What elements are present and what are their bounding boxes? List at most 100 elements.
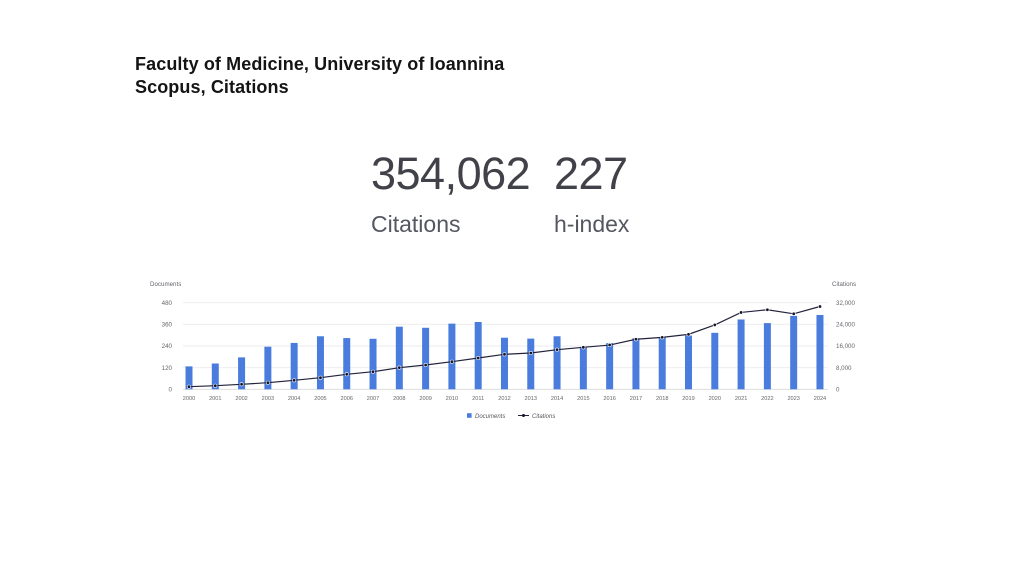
x-axis-tick: 2000 xyxy=(183,396,195,402)
document-bar xyxy=(422,327,430,390)
document-bar xyxy=(737,319,745,390)
right-axis-tick: 32,000 xyxy=(836,300,855,307)
document-bar xyxy=(264,346,272,390)
citations-point xyxy=(712,322,717,327)
x-axis-tick: 2011 xyxy=(472,396,484,402)
document-bar xyxy=(790,315,798,390)
document-bar xyxy=(527,338,535,390)
x-axis-tick: 2008 xyxy=(393,396,405,402)
x-axis-tick: 2015 xyxy=(577,396,589,402)
citations-point xyxy=(660,335,665,340)
document-bar xyxy=(395,326,403,390)
legend-documents-swatch xyxy=(467,413,472,418)
right-axis-tick: 8,000 xyxy=(836,365,852,372)
citations-point xyxy=(371,369,376,374)
document-bar xyxy=(685,335,693,390)
document-bar xyxy=(316,336,324,390)
x-axis-tick: 2002 xyxy=(235,396,247,402)
x-axis-tick: 2001 xyxy=(209,396,221,402)
left-axis-tick: 360 xyxy=(162,322,173,329)
citations-point xyxy=(344,372,349,377)
document-bar xyxy=(606,343,614,390)
x-axis-tick: 2018 xyxy=(656,396,668,402)
document-bar xyxy=(343,338,351,390)
right-axis-title: Citations xyxy=(832,281,856,288)
document-bar xyxy=(579,346,587,390)
document-bar xyxy=(448,323,456,390)
citations-point xyxy=(581,345,586,350)
x-axis-tick: 2003 xyxy=(262,396,274,402)
document-bar xyxy=(500,337,508,390)
legend-documents-label: Documents xyxy=(475,414,505,420)
citations-metric: 354,062 Citations xyxy=(371,150,531,238)
left-axis-tick: 240 xyxy=(162,343,173,350)
citations-point xyxy=(397,365,402,370)
x-axis-tick: 2016 xyxy=(603,396,615,402)
citations-point xyxy=(502,352,507,357)
x-axis-tick: 2024 xyxy=(814,396,826,402)
left-axis-tick: 480 xyxy=(162,300,173,307)
x-axis-tick: 2017 xyxy=(630,396,642,402)
citations-point xyxy=(791,311,796,316)
citations-point xyxy=(265,380,270,385)
x-axis-tick: 2007 xyxy=(367,396,379,402)
right-axis-tick: 24,000 xyxy=(836,322,855,329)
documents-citations-chart: 0 0 120 8,000 240 16,000 360 24,000 480 32,000 Doc… xyxy=(150,281,856,420)
title-line-1: Faculty of Medicine, University of Ioann… xyxy=(135,54,505,74)
document-bar xyxy=(658,337,666,390)
document-bar xyxy=(238,357,246,390)
x-axis-tick: 2006 xyxy=(341,396,353,402)
title-line-2: Scopus, Citations xyxy=(135,77,289,97)
document-bar xyxy=(369,338,377,390)
h-index-value: 227 xyxy=(554,148,628,199)
document-bar xyxy=(711,332,719,390)
document-bar xyxy=(474,322,482,390)
citations-point xyxy=(686,332,691,337)
citations-point xyxy=(765,307,770,312)
x-axis-tick: 2013 xyxy=(525,396,537,402)
citations-point xyxy=(213,383,218,388)
citations-point xyxy=(555,347,560,352)
left-axis-title: Documents xyxy=(150,281,181,288)
x-axis-tick: 2021 xyxy=(735,396,747,402)
h-index-metric: 227 h-index xyxy=(554,150,629,238)
x-axis-tick: 2010 xyxy=(446,396,458,402)
citations-point xyxy=(476,355,481,360)
document-bar xyxy=(763,323,771,390)
document-bar xyxy=(290,342,298,390)
document-bar xyxy=(816,314,824,390)
citations-point xyxy=(739,310,744,315)
citations-metric-label: Citations xyxy=(371,211,461,237)
x-axis-tick: 2014 xyxy=(551,396,563,402)
x-axis-tick: 2012 xyxy=(498,396,510,402)
h-index-metric-label: h-index xyxy=(554,211,630,237)
citations-point xyxy=(817,304,822,309)
right-axis-tick: 16,000 xyxy=(836,343,855,350)
document-bar xyxy=(553,336,561,390)
citations-point xyxy=(239,382,244,387)
document-bar xyxy=(211,363,219,390)
x-axis-tick: 2019 xyxy=(682,396,694,402)
document-bar xyxy=(185,366,193,390)
x-axis-tick: 2022 xyxy=(761,396,773,402)
citations-point xyxy=(633,337,638,342)
citations-point xyxy=(292,378,297,383)
citations-point xyxy=(449,359,454,364)
x-axis-tick: 2020 xyxy=(709,396,721,402)
slide-title: Faculty of Medicine, University of Ioann… xyxy=(135,53,504,99)
citations-point xyxy=(607,343,612,348)
legend-citations-label: Citations xyxy=(532,414,555,420)
x-axis-tick: 2004 xyxy=(288,396,300,402)
citations-point xyxy=(318,375,323,380)
citations-point xyxy=(186,384,191,389)
x-axis-tick: 2009 xyxy=(419,396,431,402)
left-axis-tick: 0 xyxy=(169,387,173,394)
document-bar xyxy=(632,338,640,390)
citations-point xyxy=(528,350,533,355)
right-axis-tick: 0 xyxy=(836,387,840,394)
x-axis-tick: 2005 xyxy=(314,396,326,402)
citations-point xyxy=(423,362,428,367)
legend-citations-marker xyxy=(522,414,525,417)
x-axis-tick: 2023 xyxy=(787,396,799,402)
